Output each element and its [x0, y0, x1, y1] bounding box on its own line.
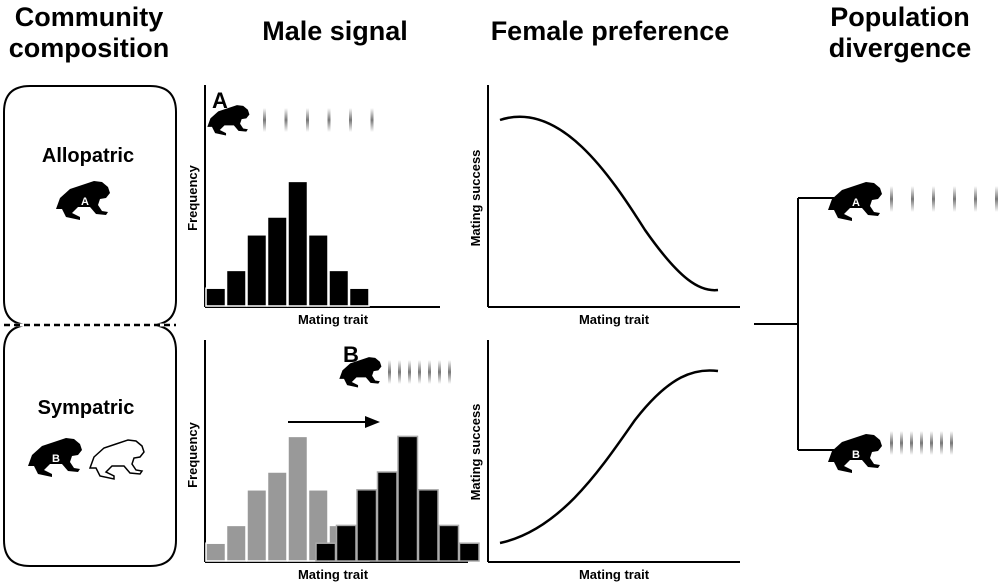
- sympatric-black-bar-0: [315, 542, 337, 562]
- frog-outline-icon: [89, 439, 145, 480]
- header-male-signal: Male signal: [262, 16, 408, 46]
- sympatric-black-bar-7: [458, 542, 480, 562]
- header-female-preference: Female preference: [490, 16, 730, 46]
- allopatric-bar-0: [205, 287, 227, 307]
- pulses-div-a-pulse-2: [932, 186, 935, 212]
- hdr-community-line-1: composition: [8, 33, 170, 63]
- frog-b-icon: B: [28, 438, 82, 477]
- top-male-mating-trait-label: Mating trait: [298, 312, 369, 327]
- top-mating-success-label: Mating success: [468, 150, 483, 247]
- pulses-b-pulse-6: [448, 360, 451, 384]
- hdr-divergence-line-1: divergence: [828, 33, 972, 63]
- sympatric-black-bar-3: [376, 471, 398, 562]
- pulses-a-pulse-1: [284, 108, 288, 132]
- pulses-b-pulse-3: [418, 360, 421, 384]
- call-pulses-a: [263, 108, 374, 132]
- pulses-div-a-pulse-0: [890, 186, 893, 212]
- frog-b-letter: B: [52, 453, 60, 465]
- allopatric-bar-5: [307, 234, 329, 307]
- sympatric-box: [3, 324, 177, 567]
- allopatric-bar-1: [225, 269, 247, 307]
- pulses-a-pulse-0: [263, 108, 266, 132]
- preference-curve-decreasing: [499, 115, 719, 292]
- community-box: Allopatric Sympatric: [3, 85, 177, 567]
- top-frequency-label: Frequency: [185, 164, 200, 231]
- divergence-frog-a-letter: A: [852, 197, 860, 209]
- sympatric-black-bar-5: [417, 489, 439, 562]
- pulses-div-b-pulse-5: [940, 431, 943, 455]
- header-community-composition: Community composition: [0, 2, 178, 64]
- panel-a-letter: A: [212, 88, 228, 113]
- pulses-div-a-pulse-5: [995, 186, 998, 212]
- header-population-divergence: Population divergence: [800, 2, 1000, 64]
- allopatric-bar-7: [348, 287, 370, 307]
- frog-a-letter: A: [81, 196, 89, 208]
- male-signal-bottom-axes: [204, 340, 468, 563]
- pulses-div-b-pulse-4: [930, 431, 933, 455]
- sympatric-black-bar-1: [335, 524, 357, 562]
- pulses-b-pulse-1: [398, 360, 401, 384]
- allopatric-bar-6: [328, 269, 350, 307]
- pulses-div-a-pulse-4: [974, 186, 977, 212]
- bottom-preference-mating-trait-label: Mating trait: [579, 567, 650, 582]
- pulses-a-pulse-5: [370, 108, 374, 132]
- divergence-tree: [754, 197, 834, 451]
- hdr-divergence-line-0: Population: [830, 2, 970, 32]
- call-pulses-b: [388, 360, 451, 384]
- sympatric-grey-bar-1: [225, 524, 247, 562]
- call-pulses-divergence-a: [890, 186, 998, 212]
- divergence-frog-b-letter: B: [852, 449, 860, 461]
- allopatric-bar-2: [246, 234, 268, 307]
- preference-top-axes: [487, 85, 740, 308]
- top-preference-mating-trait-label: Mating trait: [579, 312, 650, 327]
- sympatric-black-bar-2: [356, 489, 378, 562]
- bottom-frequency-label: Frequency: [185, 421, 200, 488]
- sympatric-grey-bar-4: [287, 435, 309, 562]
- allopatric-bar-4: [287, 180, 309, 307]
- allopatric-label: Allopatric: [42, 145, 134, 167]
- pulses-a-pulse-3: [327, 108, 331, 132]
- sympatric-label: Sympatric: [38, 397, 135, 419]
- sympatric-black-bar-6: [438, 524, 460, 562]
- allopatric-bar-3: [266, 216, 288, 307]
- call-pulses-divergence-b: [890, 431, 953, 455]
- header-community-line: Community composition: [9, 2, 170, 63]
- preference-bottom-axes: [487, 340, 740, 563]
- pulses-div-b-pulse-2: [910, 431, 913, 455]
- sympatric-grey-bar-2: [246, 489, 268, 562]
- pulses-div-a-pulse-3: [953, 186, 956, 212]
- frog-a-icon: A: [56, 181, 110, 220]
- allopatric-histogram: [205, 180, 370, 307]
- sympatric-histogram: [205, 435, 480, 562]
- pulses-div-b-pulse-0: [890, 431, 893, 455]
- pulses-b-pulse-0: [388, 360, 391, 384]
- pulses-div-b-pulse-3: [920, 431, 923, 455]
- sympatric-grey-bar-0: [205, 542, 227, 562]
- preference-curve-increasing: [499, 369, 719, 545]
- header-divergence-line: Population divergence: [829, 2, 972, 63]
- sympatric-black-bar-4: [397, 435, 419, 562]
- sympatric-grey-bar-3: [266, 471, 288, 562]
- pulses-div-b-pulse-1: [900, 431, 903, 455]
- pulses-a-pulse-4: [349, 108, 352, 132]
- pulses-b-pulse-5: [438, 360, 441, 384]
- panel-b-letter: B: [343, 342, 359, 367]
- pulses-b-pulse-2: [408, 360, 411, 384]
- bottom-mating-success-label: Mating success: [468, 404, 483, 501]
- pulses-div-a-pulse-1: [911, 186, 914, 212]
- shift-arrow: [288, 416, 380, 428]
- bottom-male-mating-trait-label: Mating trait: [298, 567, 369, 582]
- divergence-frog-b-icon: B: [828, 434, 882, 473]
- hdr-community-line-0: Community: [14, 2, 164, 32]
- pulses-b-pulse-4: [428, 360, 431, 384]
- pulses-a-pulse-2: [306, 108, 309, 132]
- divergence-frog-a-icon: A: [828, 182, 882, 221]
- pulses-div-b-pulse-6: [950, 431, 953, 455]
- male-signal-top-axes: [204, 85, 440, 308]
